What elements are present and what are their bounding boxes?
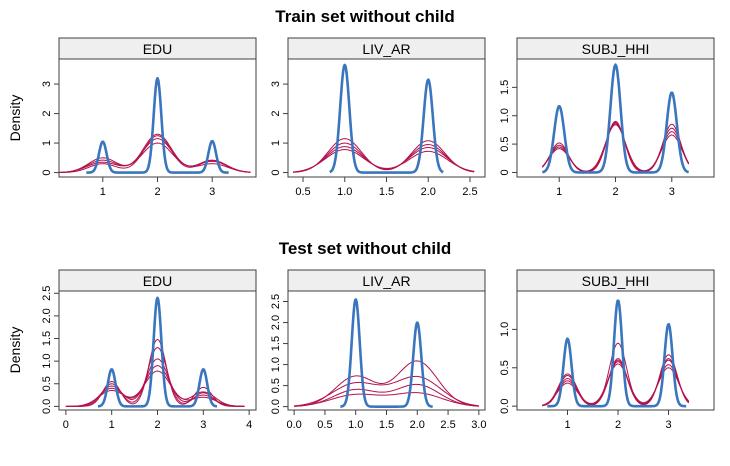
observed-density-line — [546, 299, 687, 408]
row-title-train: Train set without child — [275, 7, 454, 26]
y-tick-label: 1 — [270, 140, 282, 146]
imputed-density-line — [292, 138, 475, 173]
panel-strip-label: LIV_AR — [362, 41, 410, 57]
y-tick-label: 0.0 — [499, 399, 511, 414]
y-tick-label: 1.0 — [41, 353, 53, 368]
y-tick-label: 0.5 — [499, 136, 511, 151]
panel-strip-label: EDU — [143, 41, 173, 57]
density-lines — [542, 299, 690, 408]
x-tick-label: 3 — [200, 419, 206, 431]
y-tick-label: 0.5 — [41, 376, 53, 391]
density-lines — [65, 296, 245, 408]
x-tick-label: 0.0 — [287, 419, 302, 431]
y-tick-label: 0 — [41, 170, 53, 176]
imputed-density-line — [65, 370, 245, 407]
panel-strip-label: SUBJ_HHI — [582, 41, 650, 57]
x-tick-label: 1 — [556, 186, 562, 198]
y-tick-label: 3 — [270, 81, 282, 87]
panel-strip-label: LIV_AR — [362, 273, 410, 289]
y-tick-label: 1.5 — [499, 80, 511, 95]
x-tick-label: 3 — [669, 186, 675, 198]
imputed-density-line — [292, 149, 475, 173]
observed-density-line — [329, 63, 444, 174]
x-tick-label: 2 — [615, 419, 621, 431]
observed-density-line — [339, 298, 434, 408]
x-tick-label: 2.5 — [440, 419, 455, 431]
density-lines — [294, 298, 479, 408]
panel-3-edu: EDU 0 1 2 3 4 0.0 0.5 1.0 1.5 2.0 2.5 — [41, 269, 257, 431]
x-tick-label: 2 — [154, 419, 160, 431]
row-title-test: Test set without child — [279, 239, 452, 258]
density-lines — [292, 63, 475, 174]
imputed-density-line — [294, 392, 479, 407]
y-tick-label: 0.0 — [41, 399, 53, 414]
panel-frame — [58, 58, 257, 178]
x-tick-label: 3 — [665, 419, 671, 431]
y-axis-label-test: Density — [7, 327, 23, 374]
y-tick-label: 0 — [270, 170, 282, 176]
imputed-density-line — [65, 338, 245, 407]
imputed-density-line — [294, 375, 479, 407]
panel-0-edu: EDU 1 2 3 0 1 2 3 — [41, 37, 257, 198]
density-lines — [541, 63, 690, 174]
panel-2-subj-hhi: SUBJ_HHI 1 2 3 0 0.5 1.0 1.5 — [499, 37, 715, 198]
y-axis-label-train: Density — [7, 95, 23, 142]
x-tick-label: 1.0 — [337, 186, 352, 198]
panel-strip-label: SUBJ_HHI — [582, 273, 650, 289]
x-tick-label: 2 — [154, 186, 160, 198]
panel-frame — [287, 58, 486, 178]
y-tick-label: 1.0 — [270, 357, 282, 372]
y-tick-label: 2.0 — [270, 315, 282, 330]
y-tick-label: 0 — [499, 169, 511, 175]
imputed-density-line — [59, 135, 251, 174]
observed-density-line — [85, 76, 230, 174]
y-tick-label: 3 — [41, 81, 53, 87]
x-tick-label: 1 — [109, 419, 115, 431]
x-tick-label: 1.5 — [379, 419, 394, 431]
imputed-density-line — [294, 383, 479, 407]
x-tick-label: 2.5 — [462, 186, 477, 198]
panel-frame — [516, 290, 715, 411]
x-tick-label: 0.5 — [317, 419, 332, 431]
x-tick-label: 1 — [564, 419, 570, 431]
y-tick-label: 1.0 — [499, 108, 511, 123]
panel-frame — [58, 290, 257, 411]
x-tick-label: 2.0 — [410, 419, 425, 431]
observed-density-line — [541, 63, 690, 174]
x-tick-label: 4 — [246, 419, 252, 431]
y-tick-label: 2 — [41, 111, 53, 117]
y-tick-label: 2 — [270, 111, 282, 117]
x-tick-label: 0 — [63, 419, 69, 431]
y-tick-label: 1.5 — [41, 331, 53, 346]
x-tick-label: 2.0 — [421, 186, 436, 198]
y-tick-label: 2.0 — [41, 308, 53, 323]
x-tick-label: 3.0 — [471, 419, 486, 431]
imputed-density-line — [65, 347, 245, 407]
x-tick-label: 0.5 — [295, 186, 310, 198]
y-tick-label: 1.5 — [270, 336, 282, 351]
y-tick-label: 2.5 — [270, 294, 282, 309]
panel-frame — [516, 58, 715, 178]
panel-4-liv-ar: LIV_AR 0.0 0.5 1.0 1.5 2.0 2.5 3.0 0.0 0.5 1.0 1.5 2… — [270, 269, 486, 431]
panel-1-liv-ar: LIV_AR 0.5 1.0 1.5 2.0 2.5 0 1 2 3 — [270, 37, 486, 198]
x-tick-label: 3 — [209, 186, 215, 198]
x-tick-label: 1.0 — [348, 419, 363, 431]
x-tick-label: 1 — [100, 186, 106, 198]
density-lines — [59, 76, 251, 174]
y-tick-label: 1 — [41, 140, 53, 146]
y-tick-label: 0.5 — [499, 360, 511, 375]
observed-density-line — [97, 296, 218, 408]
y-tick-label: 0.5 — [270, 378, 282, 393]
x-tick-label: 2 — [612, 186, 618, 198]
y-tick-label: 0.0 — [270, 399, 282, 414]
y-tick-label: 1.0 — [499, 322, 511, 337]
y-tick-label: 2.5 — [41, 286, 53, 301]
panel-5-subj-hhi: SUBJ_HHI 1 2 3 0.0 0.5 1.0 — [499, 269, 715, 431]
x-tick-label: 1.5 — [379, 186, 394, 198]
panel-strip-label: EDU — [143, 273, 173, 289]
